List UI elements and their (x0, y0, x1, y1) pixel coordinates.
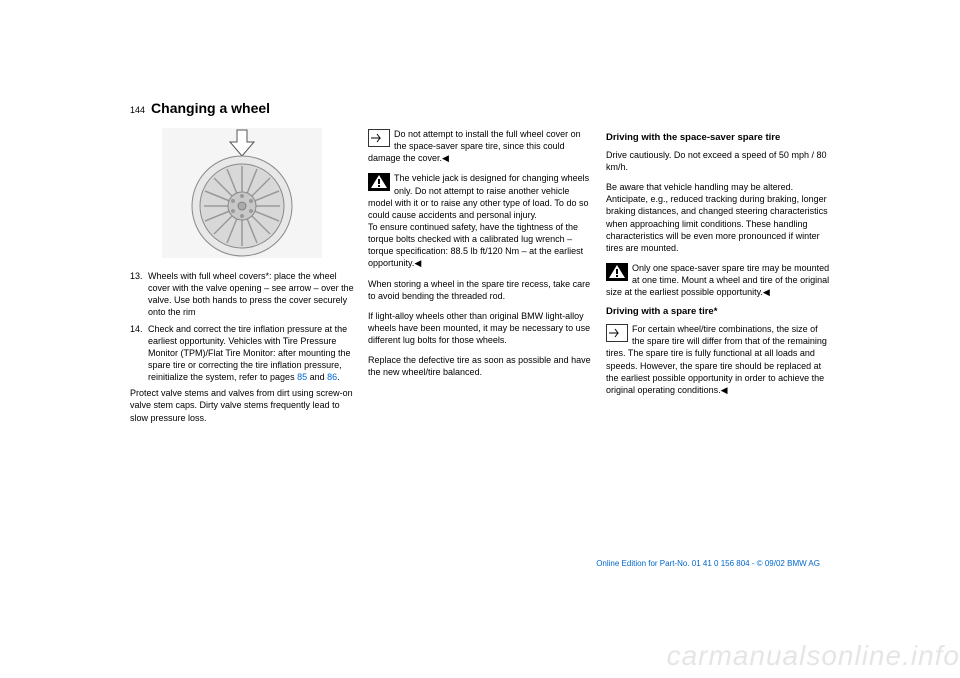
note-spare-tire: For certain wheel/tire combinations, the… (606, 323, 830, 396)
paragraph-alloy: If light-alloy wheels other than origina… (368, 310, 592, 346)
subhead-space-saver: Driving with the space-saver spare tire (606, 132, 830, 145)
footer-edition: Online Edition for Part-No. 01 41 0 156 … (596, 559, 820, 568)
list-item-14: 14. Check and correct the tire inflation… (130, 323, 354, 384)
item-number: 13. (130, 270, 148, 319)
warning-icon (606, 263, 628, 281)
list-item-13: 13. Wheels with full wheel covers*: plac… (130, 270, 354, 319)
paragraph-drive-cautious: Drive cautiously. Do not exceed a speed … (606, 149, 830, 173)
column-3: Driving with the space-saver spare tire … (606, 128, 830, 432)
warning-jack: The vehicle jack is designed for changin… (368, 172, 592, 269)
watermark: carmanualsonline.info (667, 640, 960, 672)
note-icon (606, 324, 628, 342)
paragraph-handling: Be aware that vehicle handling may be al… (606, 181, 830, 254)
paragraph-storing: When storing a wheel in the spare tire r… (368, 278, 592, 302)
instruction-list: 13. Wheels with full wheel covers*: plac… (130, 270, 354, 383)
item-text: Wheels with full wheel covers*: place th… (148, 270, 354, 319)
subhead-spare-tire: Driving with a spare tire* (606, 306, 830, 319)
warning-one-spare: Only one space-saver spare tire may be m… (606, 262, 830, 298)
paragraph-valve-stems: Protect valve stems and valves from dirt… (130, 387, 354, 423)
page-link-85[interactable]: 85 (297, 372, 307, 382)
note-wheel-cover: Do not attempt to install the full wheel… (368, 128, 592, 164)
page-link-86[interactable]: 86 (327, 372, 337, 382)
column-2: Do not attempt to install the full wheel… (368, 128, 592, 432)
page-title: Changing a wheel (151, 100, 270, 116)
page-number: 144 (130, 105, 145, 115)
item-text: Check and correct the tire inflation pre… (148, 323, 354, 384)
note-icon (368, 129, 390, 147)
paragraph-replace: Replace the defective tire as soon as po… (368, 354, 592, 378)
page-header: 144 Changing a wheel (130, 100, 830, 116)
wheel-illustration (162, 128, 322, 258)
warning-icon (368, 173, 390, 191)
item-number: 14. (130, 323, 148, 384)
column-1: 13. Wheels with full wheel covers*: plac… (130, 128, 354, 432)
content-columns: 13. Wheels with full wheel covers*: plac… (130, 128, 830, 432)
